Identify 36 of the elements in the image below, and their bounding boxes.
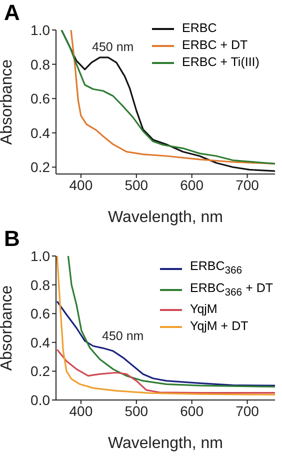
x-tick-label: 400: [69, 402, 93, 419]
chart-title: A: [4, 0, 20, 26]
y-tick-label: 0.2: [30, 363, 50, 380]
y-tick-label: 0.4: [30, 334, 50, 350]
legend-label: ERBC$_{366}$ + DT: [190, 280, 274, 300]
line-series: [56, 300, 275, 386]
legend-label: ERBC$_{366}$: [190, 258, 242, 278]
x-tick-label: 500: [124, 402, 148, 419]
legend-label: YqjM: [190, 301, 218, 318]
x-tick-label: 700: [236, 176, 260, 193]
y-tick-label: 0.2: [30, 159, 50, 176]
chart-title: B: [4, 226, 20, 252]
y-tick-label: 0.6: [30, 306, 50, 322]
x-axis-title: Wavelength, nm: [108, 209, 224, 226]
y-tick-label: 1.0: [30, 248, 50, 264]
y-tick-label: 0.4: [30, 124, 50, 141]
y-tick-label: 0.8: [30, 276, 50, 293]
annotation: 450 nm: [102, 329, 144, 343]
y-tick-label: 0.0: [30, 392, 50, 408]
x-tick-label: 600: [180, 176, 204, 193]
x-tick-label: 500: [124, 176, 148, 193]
annotation: 450 nm: [92, 40, 134, 54]
y-axis-title: Absorbance: [0, 285, 16, 371]
y-axis-title: Absorbance: [0, 59, 16, 145]
x-tick-label: 400: [69, 176, 93, 193]
y-tick-label: 0.6: [30, 90, 50, 107]
x-tick-label: 600: [180, 402, 204, 419]
legend-label: ERBC + Ti(III): [182, 54, 260, 71]
legend-label: ERBC + DT: [182, 37, 248, 54]
legend-label: ERBC: [182, 20, 217, 37]
legend-label: YqjM + DT: [190, 318, 248, 335]
y-tick-label: 0.8: [30, 56, 50, 72]
x-axis-title: Wavelength, nm: [108, 435, 224, 452]
y-tick-label: 1.0: [30, 22, 50, 38]
line-series: [56, 348, 275, 394]
x-tick-label: 700: [236, 402, 260, 419]
